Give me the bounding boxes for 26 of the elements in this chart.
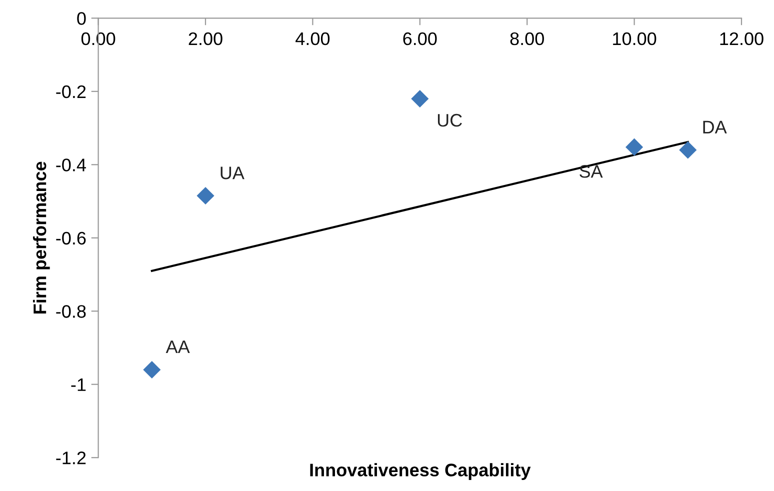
annotation: SA: [580, 165, 603, 178]
x-tick-label: 2.00: [188, 32, 222, 46]
x-tick-label: 10.00: [613, 32, 656, 46]
x-tick-label: 0.00: [81, 32, 116, 46]
x-tick-label: 8.00: [510, 32, 544, 46]
point: [679, 141, 697, 159]
point: [143, 360, 161, 379]
y-tick-label: -0.4: [56, 158, 86, 172]
y-tick-label: -0.2: [56, 85, 86, 98]
y-tick-label: -0.8: [56, 305, 86, 318]
x-axis-title: Innovativeness Capability: [310, 463, 531, 480]
y-axis-title: Firm performance: [32, 162, 50, 314]
x-tick-label: 4.00: [296, 32, 330, 46]
y-tick-label: 0: [77, 12, 86, 25]
annotation: AA: [166, 340, 190, 354]
x-tick-label: 6.00: [403, 32, 437, 46]
point: [411, 90, 429, 108]
y-tick-label: -1: [71, 378, 86, 391]
point: [626, 138, 644, 156]
annotation: UC: [438, 114, 462, 127]
y-tick-label: -1.2: [56, 452, 86, 464]
point: [196, 186, 214, 205]
x-tick-label: 12.00: [720, 32, 764, 46]
annotation: UA: [220, 166, 244, 180]
y-tick-label: -0.6: [56, 232, 86, 245]
annotation: DA: [703, 120, 727, 134]
